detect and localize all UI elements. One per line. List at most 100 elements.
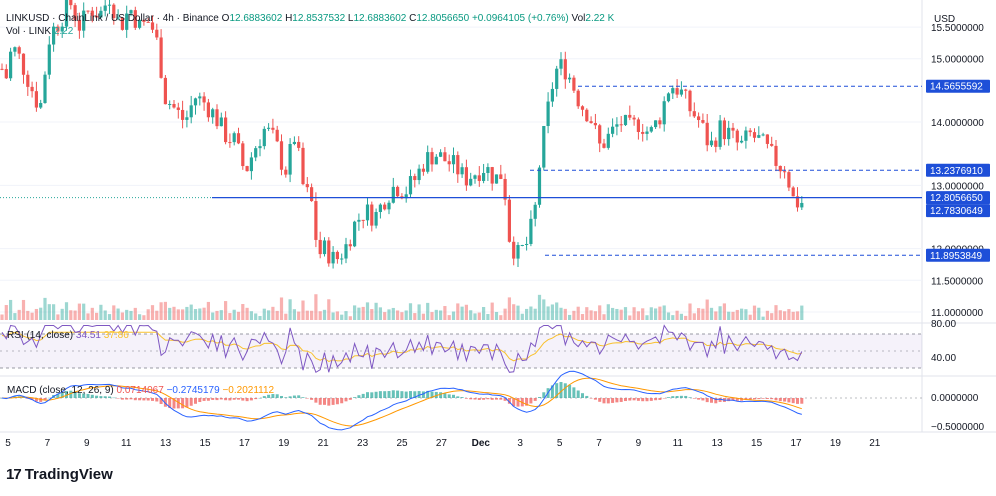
macd-histogram-bar bbox=[228, 398, 232, 401]
candle-body bbox=[146, 21, 150, 23]
macd-histogram-bar bbox=[47, 397, 51, 399]
macd-histogram-bar bbox=[615, 398, 619, 403]
candle-body bbox=[206, 102, 210, 118]
volume-bar bbox=[219, 310, 223, 320]
candle-body bbox=[692, 111, 696, 117]
candle-body bbox=[778, 165, 782, 172]
candle-body bbox=[292, 141, 296, 144]
volume-bar bbox=[202, 307, 206, 320]
candles bbox=[0, 0, 804, 320]
macd-histogram-bar bbox=[761, 398, 765, 399]
volume-bar bbox=[598, 305, 602, 320]
macd-histogram-bar bbox=[198, 398, 202, 403]
macd-histogram-bar bbox=[585, 395, 589, 398]
x-tick-label: 15 bbox=[199, 438, 211, 449]
x-tick-label: 27 bbox=[436, 438, 448, 449]
volume-bar bbox=[73, 310, 77, 320]
candle-body bbox=[606, 133, 610, 148]
candle-body bbox=[56, 26, 60, 32]
candle-body bbox=[770, 143, 774, 146]
x-tick-label: 5 bbox=[557, 438, 563, 449]
volume-bar bbox=[396, 310, 400, 320]
macd-histogram-bar bbox=[125, 398, 129, 400]
volume-bar bbox=[731, 311, 735, 320]
macd-histogram-bar bbox=[249, 398, 253, 401]
volume-bar bbox=[297, 311, 301, 320]
price-tag bbox=[926, 163, 990, 177]
volume-bar bbox=[757, 307, 761, 320]
volume-bar bbox=[675, 310, 679, 320]
candle-body bbox=[353, 221, 357, 247]
macd-histogram-bar bbox=[215, 398, 219, 401]
currency-label[interactable]: USD bbox=[934, 14, 956, 25]
volume-bar bbox=[284, 313, 288, 320]
x-tick-label: 9 bbox=[84, 438, 90, 449]
candle-body bbox=[348, 244, 352, 247]
symbol-title[interactable]: LINKUSD · ChainLink / US Dollar · 4h · B… bbox=[6, 13, 219, 24]
x-tick-label: 9 bbox=[636, 438, 642, 449]
candle-body bbox=[133, 10, 137, 28]
candle-body bbox=[241, 143, 245, 167]
candle-body bbox=[666, 93, 671, 102]
volume-bar bbox=[464, 304, 468, 320]
volume-bar bbox=[765, 310, 769, 320]
volume-bar bbox=[99, 304, 103, 320]
candle-body bbox=[142, 19, 146, 22]
candle-body bbox=[520, 244, 524, 246]
candle-body bbox=[387, 202, 391, 210]
volume-bar bbox=[546, 306, 550, 320]
macd-histogram-bar bbox=[211, 398, 215, 400]
candle-body bbox=[86, 10, 90, 12]
macd-histogram-bar bbox=[606, 398, 610, 404]
candle-body bbox=[572, 77, 576, 91]
candle-body bbox=[748, 130, 752, 133]
macd-histogram-bar bbox=[550, 385, 554, 398]
volume-bar bbox=[615, 308, 619, 320]
candle-body bbox=[361, 219, 365, 221]
macd-histogram-bar bbox=[331, 398, 335, 405]
tradingview-logo[interactable]: 17 TradingView bbox=[6, 466, 113, 483]
price-tag bbox=[926, 191, 990, 205]
volume-bar bbox=[301, 300, 305, 320]
candle-body bbox=[219, 117, 223, 127]
price-tag-label: 13.2376910 bbox=[930, 166, 983, 177]
candle-body bbox=[365, 204, 370, 221]
x-tick-label: 25 bbox=[396, 438, 408, 449]
volume-bar bbox=[434, 309, 438, 320]
macd-histogram-bar bbox=[176, 398, 180, 409]
candle-body bbox=[623, 114, 628, 126]
candle-body bbox=[464, 167, 468, 186]
volume-bar bbox=[340, 314, 344, 320]
volume-bar bbox=[77, 303, 81, 320]
candle-body bbox=[671, 88, 675, 94]
volume-bar bbox=[705, 299, 709, 320]
macd-histogram-bar bbox=[667, 397, 670, 398]
volume-bar bbox=[611, 307, 615, 320]
macd-histogram-bar bbox=[267, 394, 271, 398]
candle-body bbox=[413, 176, 417, 181]
candle-body bbox=[34, 91, 38, 108]
candle-body bbox=[593, 123, 597, 126]
volume-bar bbox=[9, 299, 13, 320]
volume-bar bbox=[649, 307, 653, 320]
macd-histogram-bar bbox=[495, 398, 498, 400]
macd-histogram-bar bbox=[297, 395, 301, 398]
candle-body bbox=[559, 59, 563, 69]
volume-bar bbox=[383, 312, 387, 320]
candle-body bbox=[0, 68, 4, 70]
volume-bar bbox=[176, 309, 180, 320]
volume-bar bbox=[353, 305, 357, 320]
candle-body bbox=[267, 127, 271, 129]
volume-bar bbox=[477, 312, 481, 320]
macd-histogram-bar bbox=[748, 398, 752, 400]
candle-body bbox=[224, 117, 228, 143]
volume-bar bbox=[486, 314, 490, 320]
volume-bar bbox=[692, 313, 696, 320]
volume-bar bbox=[636, 311, 640, 320]
macd-histogram-bar bbox=[568, 384, 572, 398]
macd-histogram-bar bbox=[464, 398, 468, 399]
macd-histogram-bar bbox=[318, 398, 322, 405]
macd-histogram-bar bbox=[658, 398, 662, 400]
volume-bar bbox=[456, 303, 460, 320]
